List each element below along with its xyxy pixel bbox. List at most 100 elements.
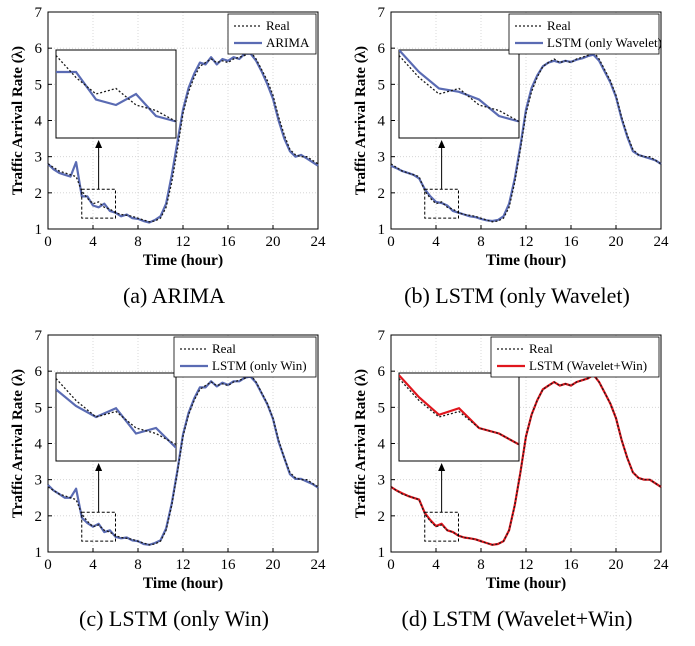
x-axis-label: Time (hour) <box>143 252 223 269</box>
x-tick-label: 20 <box>609 557 624 573</box>
series-line-real <box>47 50 319 223</box>
caption-arima: (a) ARIMA <box>122 283 226 308</box>
caption-lstm-only-wavelet: (b) LSTM (only Wavelet) <box>404 283 630 308</box>
x-tick-label: 12 <box>519 557 534 573</box>
y-tick-label: 1 <box>378 545 386 561</box>
x-tick-label: 0 <box>44 557 52 573</box>
y-tick-label: 6 <box>378 41 386 57</box>
legend-label-model: LSTM (only Win) <box>212 358 307 373</box>
legend-label-model: ARIMA <box>266 35 310 50</box>
y-tick-label: 4 <box>35 114 43 130</box>
y-tick-label: 3 <box>35 473 43 489</box>
legend-frame <box>508 13 660 55</box>
y-tick-label: 6 <box>378 364 386 380</box>
y-tick-label: 2 <box>378 186 386 202</box>
x-tick-label: 4 <box>432 557 440 573</box>
inset-line-model <box>56 70 176 123</box>
caption-lstm-wavelet-win: (d) LSTM (Wavelet+Win) <box>401 606 633 631</box>
y-tick-label: 4 <box>378 437 386 453</box>
inset-frame <box>55 372 177 462</box>
x-tick-label: 24 <box>654 557 670 573</box>
y-tick-label: 3 <box>378 150 386 166</box>
zoom-arrowhead <box>438 140 446 148</box>
x-tick-label: 8 <box>134 557 142 573</box>
x-tick-label: 4 <box>432 234 440 250</box>
y-tick-label: 2 <box>378 509 386 525</box>
y-tick-label: 7 <box>378 328 386 344</box>
y-axis-label: Traffic Arrival Rate (λ) <box>10 46 26 195</box>
x-tick-label: 20 <box>609 234 624 250</box>
series-line-model <box>390 53 662 223</box>
y-tick-label: 1 <box>35 545 43 561</box>
inset-line-real <box>56 378 176 446</box>
x-tick-label: 12 <box>176 557 191 573</box>
zoom-box <box>81 188 116 219</box>
inset-line-real <box>399 378 519 446</box>
legend: Real LSTM (only Win) <box>173 336 317 378</box>
inset <box>55 372 177 462</box>
legend-frame <box>227 13 317 55</box>
y-tick-label: 7 <box>378 5 386 21</box>
zoom-box <box>81 511 116 542</box>
series-line-real <box>390 50 662 223</box>
x-tick-label: 16 <box>564 557 580 573</box>
inset-line-real <box>399 55 519 123</box>
legend-frame <box>490 336 660 378</box>
x-axis-label: Time (hour) <box>486 575 566 592</box>
caption-lstm-only-win: (c) LSTM (only Win) <box>79 606 269 631</box>
x-tick-label: 16 <box>221 234 237 250</box>
x-tick-label: 12 <box>176 234 191 250</box>
legend-label-real: Real <box>547 18 571 33</box>
zoom-arrowhead <box>95 463 103 471</box>
inset <box>398 372 520 462</box>
y-tick-label: 6 <box>35 41 43 57</box>
series-line-model <box>47 52 319 224</box>
legend: Real ARIMA <box>227 13 317 55</box>
x-tick-label: 0 <box>44 234 52 250</box>
panel-arima: 0 4 8 12 16 20 24 1 2 3 4 5 6 7 Time (hour) Traffic Arr… <box>0 0 348 323</box>
x-tick-label: 4 <box>89 557 97 573</box>
legend-label-model: LSTM (only Wavelet) <box>547 35 662 50</box>
x-tick-label: 24 <box>654 234 670 250</box>
y-tick-label: 4 <box>378 114 386 130</box>
x-tick-label: 8 <box>477 557 485 573</box>
series-line-real <box>390 373 662 546</box>
x-tick-label: 24 <box>311 234 327 250</box>
x-axis-label: Time (hour) <box>486 252 566 269</box>
y-tick-label: 2 <box>35 186 43 202</box>
inset-line-real <box>56 55 176 123</box>
y-tick-label: 1 <box>378 222 386 238</box>
y-tick-label: 3 <box>35 150 43 166</box>
legend: Real LSTM (Wavelet+Win) <box>490 336 660 378</box>
x-tick-label: 8 <box>134 234 142 250</box>
x-tick-label: 16 <box>564 234 580 250</box>
y-axis-label: Traffic Arrival Rate (λ) <box>10 369 26 518</box>
x-tick-label: 4 <box>89 234 97 250</box>
zoom-arrowhead <box>438 463 446 471</box>
x-tick-label: 24 <box>311 557 327 573</box>
legend: Real LSTM (only Wavelet) <box>508 13 662 55</box>
legend-frame <box>173 336 317 378</box>
y-axis-label: Traffic Arrival Rate (λ) <box>353 369 369 518</box>
zoom-arrowhead <box>95 140 103 148</box>
y-tick-label: 5 <box>35 77 43 93</box>
series-line-real <box>47 373 319 546</box>
y-axis-label: Traffic Arrival Rate (λ) <box>353 46 369 195</box>
y-tick-label: 7 <box>35 328 43 344</box>
y-tick-label: 1 <box>35 222 43 238</box>
y-tick-label: 7 <box>35 5 43 21</box>
y-tick-label: 5 <box>378 77 386 93</box>
x-tick-label: 20 <box>266 234 281 250</box>
panel-lstm-wavelet-win: 0 4 8 12 16 20 24 1 2 3 4 5 6 7 Time (hour) Traffic Arr… <box>343 323 691 646</box>
x-axis-label: Time (hour) <box>143 575 223 592</box>
panel-lstm-only-win: 0 4 8 12 16 20 24 1 2 3 4 5 6 7 Time (hour) Traffic Arr… <box>0 323 348 646</box>
y-tick-label: 5 <box>35 400 43 416</box>
inset-frame <box>55 49 177 139</box>
zoom-box <box>424 511 459 542</box>
x-tick-label: 20 <box>266 557 281 573</box>
y-tick-label: 3 <box>378 473 386 489</box>
